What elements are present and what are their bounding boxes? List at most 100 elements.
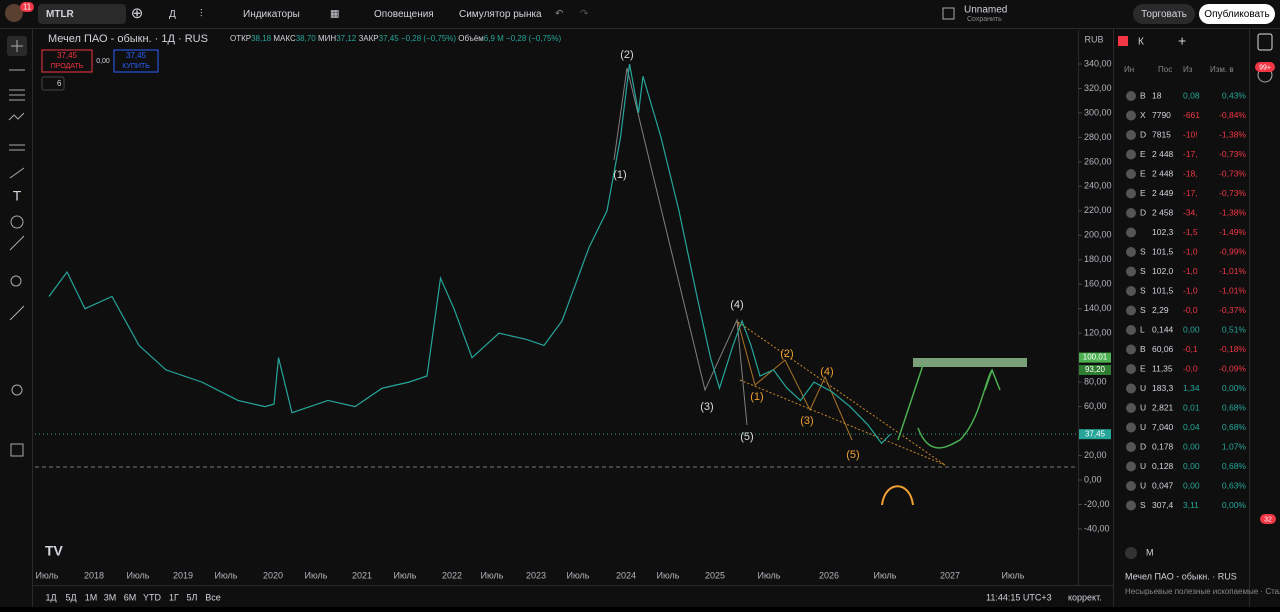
- sell[interactable]: ПРОДАТЬ: [51, 63, 84, 70]
- symbol-icon: [1126, 149, 1136, 160]
- watchlist-icon[interactable]: [1257, 33, 1273, 51]
- cell: 3,11: [1183, 500, 1199, 510]
- wave-label: (5): [740, 431, 753, 443]
- cell: U: [1140, 402, 1146, 412]
- cell: 0,047: [1152, 480, 1174, 490]
- cell: -0,37%: [1219, 305, 1246, 315]
- trade[interactable]: Торговать: [1141, 9, 1187, 20]
- cell: 18: [1152, 90, 1162, 100]
- wave-label: (4): [820, 366, 833, 378]
- cell: -1,38%: [1219, 207, 1246, 217]
- add-button[interactable]: ⊕: [131, 5, 144, 22]
- range-button[interactable]: Все: [205, 592, 221, 602]
- save[interactable]: Сохранить: [967, 16, 1002, 23]
- range-button[interactable]: 5Л: [187, 592, 198, 602]
- layouts[interactable]: ▦: [330, 9, 339, 20]
- collapse-count[interactable]: 6: [57, 79, 62, 88]
- cell: 0,128: [1152, 461, 1174, 471]
- range-button[interactable]: 1Г: [169, 592, 179, 602]
- range-button[interactable]: 1Д: [45, 592, 56, 602]
- label: ЗАКР: [358, 34, 378, 43]
- wave-label: (2): [780, 348, 793, 360]
- cell: 0,00: [1183, 324, 1200, 334]
- zoom-tool[interactable]: [10, 275, 22, 287]
- buy[interactable]: КУПИТЬ: [122, 63, 150, 70]
- value: 38,70: [296, 34, 317, 43]
- wave-label: (3): [800, 415, 813, 427]
- sell-price[interactable]: 37,45: [57, 51, 78, 60]
- trash-tool[interactable]: [10, 443, 24, 457]
- wave-label: (3): [700, 401, 713, 413]
- buy-button[interactable]: [113, 49, 159, 73]
- symbol-icon: [1126, 325, 1136, 335]
- cell: 0,00%: [1222, 383, 1247, 393]
- cell: 1,07%: [1222, 441, 1247, 451]
- value: 38,18: [251, 34, 272, 43]
- cell: -1,01%: [1219, 266, 1246, 276]
- y-tick-label: 80,00: [1084, 376, 1107, 386]
- symbol-icon: [1126, 481, 1136, 491]
- price-tag: [1079, 352, 1111, 363]
- text-tool[interactable]: T: [13, 188, 22, 204]
- emoji-tool[interactable]: [10, 215, 24, 229]
- publish[interactable]: Опубликовать: [1204, 8, 1269, 20]
- avatar[interactable]: [5, 4, 23, 22]
- cell: 101,5: [1152, 246, 1174, 256]
- x-tick-label: Июль: [657, 570, 680, 580]
- flag: [1118, 36, 1128, 46]
- x-tick-label: 2018: [84, 570, 104, 580]
- buy-price[interactable]: 37,45: [126, 51, 147, 60]
- cell: B: [1140, 344, 1146, 354]
- cell: 0,00%: [1222, 500, 1247, 510]
- cell: 0,51%: [1222, 324, 1247, 334]
- sell-button[interactable]: [41, 49, 93, 73]
- alerts[interactable]: Оповещения: [374, 9, 434, 20]
- redo[interactable]: ↷: [580, 9, 589, 20]
- cell: 0,68%: [1222, 422, 1247, 432]
- symbol-icon: [1126, 130, 1136, 140]
- collapse[interactable]: [41, 76, 65, 91]
- undo[interactable]: ↶: [555, 9, 563, 20]
- range-button[interactable]: 6М: [124, 592, 137, 602]
- add-symbol[interactable]: +: [1178, 33, 1186, 49]
- eye-tool[interactable]: [11, 384, 23, 396]
- range-button[interactable]: YTD: [143, 592, 162, 602]
- badge: [1260, 514, 1276, 524]
- chart-style[interactable]: ⫶: [200, 9, 203, 20]
- symbol[interactable]: MTLR: [46, 9, 75, 20]
- cell: 7790: [1152, 110, 1171, 120]
- cell: 0,63%: [1222, 480, 1247, 490]
- y-tick-label: 60,00: [1084, 401, 1107, 411]
- y-tick-label: 240,00: [1084, 181, 1112, 191]
- volume-highlight: [881, 485, 914, 506]
- layout-name[interactable]: Unnamed: [964, 5, 1007, 16]
- cell: 0,04: [1183, 422, 1200, 432]
- range-button[interactable]: 3М: [104, 592, 117, 602]
- range-button[interactable]: 5Д: [65, 592, 76, 602]
- cell: U: [1140, 383, 1146, 393]
- x-tick-label: 2023: [526, 570, 546, 580]
- layout-icon[interactable]: [942, 7, 955, 20]
- label: Объём: [458, 34, 484, 43]
- wave-label: (1): [613, 169, 626, 181]
- trade-button[interactable]: [1133, 4, 1195, 24]
- wave-label: (1): [750, 391, 763, 403]
- bottom-bar: 1Д 5Д 1М 3М 6М YTD 1Г 5Л Все: [45, 592, 220, 602]
- indicators[interactable]: Индикаторы: [243, 9, 300, 20]
- clock: 11:44:15 UTC+3: [986, 592, 1052, 602]
- publish-button[interactable]: [1199, 4, 1275, 24]
- simulator[interactable]: Симулятор рынка: [459, 9, 542, 20]
- watchlist-title[interactable]: К: [1138, 37, 1144, 48]
- cell: -0,18%: [1219, 344, 1246, 354]
- interval[interactable]: Д: [169, 9, 176, 20]
- cell: S: [1140, 305, 1146, 315]
- adjust[interactable]: коррект.: [1068, 592, 1102, 602]
- range-button[interactable]: 1М: [85, 592, 98, 602]
- cell: S: [1140, 246, 1146, 256]
- symbol-search[interactable]: [38, 4, 126, 24]
- symbol-icon: [1126, 383, 1136, 394]
- cell: U: [1140, 422, 1146, 432]
- cell: 2,29: [1152, 305, 1169, 315]
- cell: -0,73%: [1219, 149, 1246, 159]
